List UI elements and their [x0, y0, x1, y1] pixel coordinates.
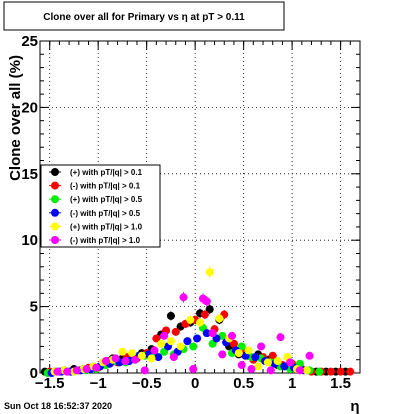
data-point	[202, 297, 211, 306]
data-point	[295, 366, 304, 375]
data-point	[63, 367, 72, 376]
x-axis-title: η	[350, 398, 359, 414]
data-point	[276, 333, 285, 342]
data-point	[131, 355, 140, 364]
y-tick-label: 15	[21, 166, 38, 183]
data-point	[101, 357, 110, 366]
data-point	[150, 346, 159, 355]
data-point	[160, 331, 169, 340]
y-tick-label: 5	[30, 299, 38, 316]
data-point	[72, 366, 81, 375]
data-point	[196, 318, 204, 327]
data-point	[193, 334, 202, 343]
data-point	[266, 366, 275, 375]
data-point	[286, 358, 295, 367]
data-point	[244, 346, 253, 355]
data-point	[169, 353, 178, 362]
data-point	[205, 268, 214, 277]
x-tick-label: −0.5	[132, 375, 162, 392]
data-point	[157, 339, 166, 348]
y-tick-label: 0	[30, 365, 38, 382]
data-point	[53, 367, 62, 376]
data-point	[118, 347, 127, 356]
legend-label: (-) with pT/|q| > 0.5	[70, 209, 141, 218]
data-point	[273, 357, 282, 366]
x-tick-label: 1	[288, 375, 296, 392]
data-point	[215, 314, 224, 323]
x-tick-label: −1.5	[35, 375, 65, 392]
legend-items: (+) with pT/|q| > 0.1 (-) with pT/|q| > 0…	[49, 168, 143, 245]
tick-labels: −1.5 −1 −0.5 0 0.5 1 1.5 0 5 10 15 20 25	[21, 33, 351, 392]
x-tick-label: 0.5	[233, 375, 254, 392]
data-point	[247, 365, 256, 374]
legend-label: (+) with pT/|q| > 0.1	[70, 168, 143, 177]
data-point	[166, 337, 175, 346]
data-point	[189, 342, 198, 351]
data-point	[82, 365, 91, 374]
data-point	[176, 342, 185, 351]
data-point	[326, 367, 335, 376]
data-point	[189, 365, 198, 374]
data-point	[280, 362, 289, 371]
data-point	[92, 363, 101, 372]
data-point	[205, 305, 214, 314]
data-point	[234, 349, 243, 358]
data-point	[154, 353, 163, 362]
data-point	[200, 310, 209, 319]
y-tick-label: 25	[21, 33, 38, 50]
data-point	[186, 315, 195, 324]
data-point	[268, 351, 277, 360]
data-point	[140, 366, 149, 375]
chart-title: Clone over all for Primary vs η at pT > …	[43, 12, 245, 23]
data-point	[254, 362, 263, 371]
y-tick-label: 20	[21, 99, 38, 116]
data-point	[229, 339, 238, 348]
data-point	[251, 353, 260, 362]
data-point	[237, 361, 246, 370]
legend-box	[40, 164, 161, 248]
legend-label: (+) with pT/|q| > 0.5	[70, 195, 143, 204]
data-point	[218, 350, 227, 359]
data-point	[302, 366, 311, 375]
data-point	[228, 331, 236, 340]
legend-label: (-) with pT/|q| > 0.1	[70, 182, 141, 191]
data-point	[166, 311, 175, 320]
data-point	[346, 367, 355, 376]
data-point	[111, 354, 120, 363]
x-tick-label: 1.5	[330, 375, 351, 392]
data-point	[336, 367, 345, 376]
legend-label: (-) with pT/|q| > 1.0	[70, 236, 141, 245]
title-box	[3, 1, 285, 31]
legend: (+) with pT/|q| > 0.1 (-) with pT/|q| > 0…	[40, 164, 161, 248]
data-point	[208, 329, 217, 338]
footer-timestamp: Sun Oct 18 16:52:37 2020	[4, 401, 112, 411]
y-axis-title: Clone over all (%)	[7, 55, 24, 181]
legend-label: (+) with pT/|q| > 1.0	[70, 222, 143, 231]
data-point	[202, 329, 211, 338]
data-point	[147, 354, 156, 363]
x-tick-label: −1	[90, 375, 107, 392]
data-point	[128, 349, 137, 358]
data-point	[305, 351, 314, 360]
data-point	[137, 351, 146, 360]
y-tick-label: 10	[21, 232, 38, 249]
data-point	[171, 327, 180, 336]
data-point	[237, 342, 246, 351]
data-point	[263, 358, 272, 367]
data-points	[40, 266, 355, 377]
data-point	[183, 337, 192, 346]
data-point	[179, 293, 188, 302]
x-tick-label: 0	[191, 375, 199, 392]
data-point	[315, 367, 324, 376]
data-point	[152, 334, 161, 343]
data-point	[257, 342, 266, 351]
data-point	[121, 357, 130, 366]
